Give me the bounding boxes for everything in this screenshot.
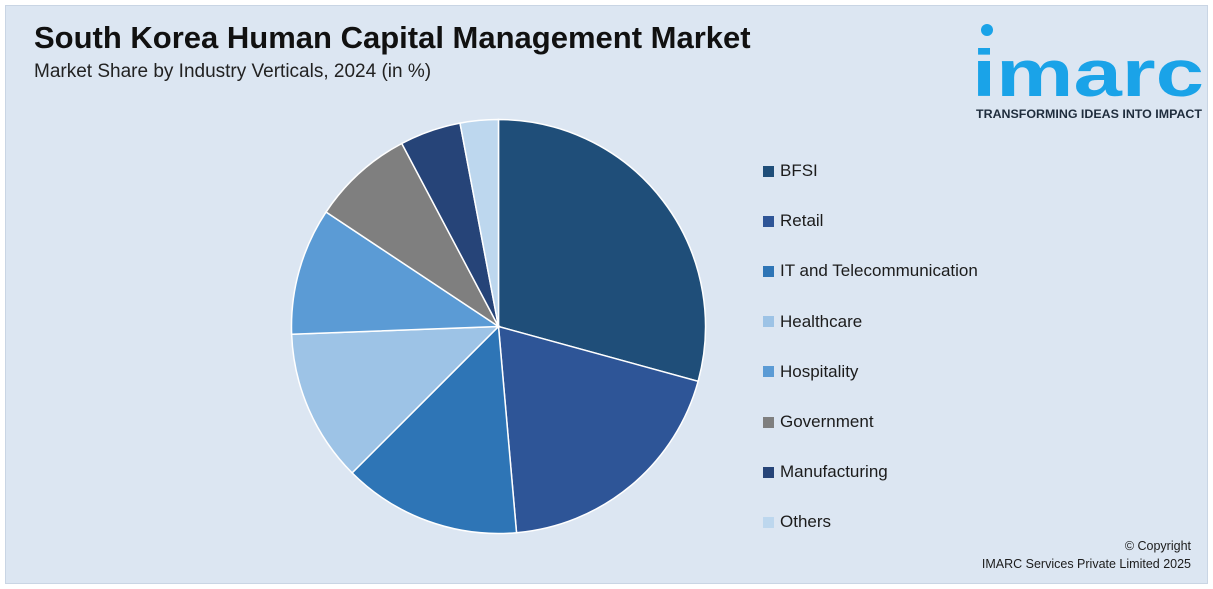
legend-swatch (763, 265, 774, 277)
legend-item: Retail (763, 196, 1063, 246)
legend-label: Hospitality (780, 361, 859, 381)
legend-label: Healthcare (780, 311, 863, 331)
legend-item: BFSI (763, 146, 1063, 196)
pie-slice-healthcare (290, 325, 501, 474)
chart-title: South Korea Human Capital Management Mar… (34, 20, 751, 55)
legend-label: IT and Telecommunication (780, 261, 978, 281)
chart-subtitle: Market Share by Industry Verticals, 2024… (34, 61, 432, 82)
legend-swatch (763, 416, 774, 428)
legend-item: Manufacturing (763, 447, 1063, 497)
legend-swatch (763, 466, 774, 478)
pie-slice-it-and-telecommunication (351, 324, 518, 535)
legend-swatch (763, 215, 774, 227)
legend-swatch (763, 165, 774, 177)
pie-slice-bfsi (497, 118, 707, 383)
copyright-company: IMARC Services Private Limited 2025 (981, 557, 1191, 571)
legend-swatch (763, 316, 774, 328)
legend-item: Government (763, 397, 1063, 447)
logo-wordmark: imarc (972, 36, 1204, 110)
legend-label: Government (780, 412, 874, 432)
legend-label: Others (780, 512, 832, 532)
chart-frame: South Korea Human Capital Management Mar… (5, 5, 1208, 584)
copyright-notice: © Copyright IMARC Services Private Limit… (982, 537, 1191, 573)
pie-slice-retail (497, 325, 700, 534)
pie-slice-government (324, 142, 500, 328)
legend-label: Manufacturing (780, 462, 888, 482)
imarc-logo: imarc TRANSFORMING IDEAS INTO IMPACT (972, 24, 1204, 121)
legend-swatch (763, 516, 774, 528)
legend-item: IT and Telecommunication (763, 246, 1063, 296)
logo-tagline: TRANSFORMING IDEAS INTO IMPACT (976, 107, 1203, 121)
legend-item: Others (763, 497, 1063, 547)
legend-item: Healthcare (763, 297, 1063, 347)
legend-swatch (763, 366, 774, 378)
legend-item: Hospitality (763, 347, 1063, 397)
pie-slice-hospitality (290, 210, 501, 336)
legend-label: BFSI (780, 161, 818, 181)
chart-legend: BFSI Retail IT and Telecommunication Health… (763, 146, 1063, 548)
logo-dot-icon (981, 24, 993, 36)
pie-slice-others (459, 118, 500, 327)
copyright-line: © Copyright (1124, 539, 1191, 553)
pie-chart (290, 118, 707, 535)
legend-label: Retail (780, 211, 824, 231)
